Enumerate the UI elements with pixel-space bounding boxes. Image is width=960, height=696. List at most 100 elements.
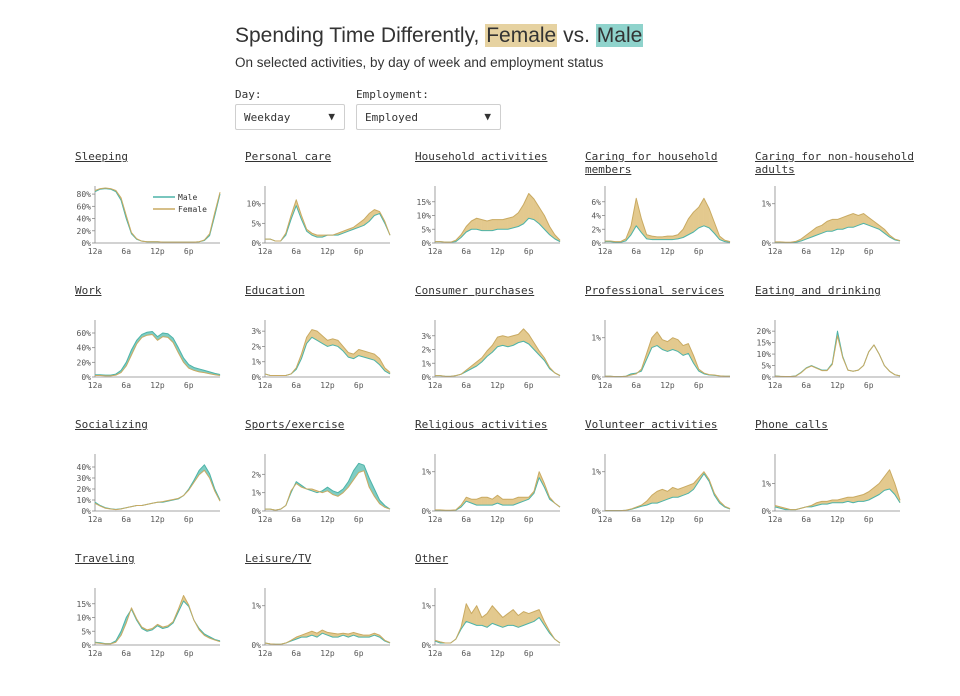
y-tick-label: 0% [251,641,261,650]
x-tick-label: 6a [801,381,811,390]
x-tick-label: 6a [291,515,301,524]
x-tick-label: 12p [150,381,165,390]
y-tick-label: 10% [247,200,262,209]
y-tick-label: 20% [77,485,92,494]
x-tick-label: 6a [461,649,471,658]
x-tick-label: 6p [184,515,194,524]
y-tick-label: 60% [77,329,92,338]
title-vs: vs. [563,24,590,47]
chart-title: Phone calls [755,418,828,431]
chart-title: Caring for non-household adults [755,150,914,176]
x-tick-label: 12a [88,381,103,390]
y-tick-label: 40% [77,215,92,224]
x-tick-label: 6a [121,247,131,256]
x-tick-label: 6p [184,247,194,256]
y-tick-label: 2% [251,470,261,479]
y-tick-label: 1% [761,200,771,209]
x-tick-label: 6a [121,515,131,524]
y-tick-label: 6% [591,198,601,207]
x-tick-label: 12a [598,381,613,390]
x-tick-label: 6a [291,649,301,658]
y-tick-label: 1% [251,358,261,367]
chart-title: Religious activities [415,418,548,431]
employment-select[interactable]: Employed ▼ [356,104,501,130]
female-excess-band [656,331,663,350]
chart-title: Other [415,552,449,565]
y-tick-label: 1% [421,468,431,477]
chart-panel-phone-calls: Phone calls 0% 1% 12a 6a 12p 6p [755,418,925,542]
x-tick-label: 12a [258,247,273,256]
y-tick-label: 0% [421,373,431,382]
x-tick-label: 6p [524,247,534,256]
chart-svg: 0% 5% 10% 12a 6a 12p 6p [247,186,391,256]
chart-panel-professional-services: Professional services 0% 1% 12a 6a 12p 6p [585,284,755,408]
y-tick-label: 0% [81,507,91,516]
y-tick-label: 15% [77,600,92,609]
male-excess-band [353,462,359,481]
y-tick-label: 0% [81,373,91,382]
chart-panel-sleeping: Sleeping 0% 20% 40% 60% 80% 12a 6a 12p 6p Male Fema… [75,150,245,274]
chart-panel-traveling: Traveling 0% 5% 10% 15% 12a 6a 12p 6p [75,552,245,676]
y-tick-label: 2% [421,346,431,355]
chart-panel-education: Education 0% 1% 2% 3% 12a 6a 12p 6p [245,284,415,408]
title-prefix: Spending Time Differently, [235,24,480,47]
x-tick-label: 6p [524,649,534,658]
y-tick-label: 0% [251,373,261,382]
y-tick-label: 60% [77,202,92,211]
male-series-line [94,600,221,645]
day-select-value: Weekday [244,111,291,124]
x-tick-label: 6a [121,649,131,658]
x-tick-label: 12p [150,515,165,524]
x-tick-label: 6p [354,381,364,390]
chart-title: Socializing [75,418,148,431]
x-tick-label: 12p [830,381,845,390]
y-tick-label: 5% [251,219,261,228]
chart-title: Consumer purchases [415,284,535,297]
female-series-line [94,187,221,243]
chart-svg: 0% 1% 12a 6a 12p 6p [591,320,730,390]
x-tick-label: 12p [830,515,845,524]
chevron-down-icon: ▼ [328,110,335,123]
chart-svg: 0% 1% 12a 6a 12p 6p [421,454,561,524]
y-tick-label: 2% [591,225,601,234]
x-tick-label: 6a [291,381,301,390]
y-tick-label: 0% [81,239,91,248]
chart-svg: 0% 10% 20% 30% 40% 12a 6a 12p 6p [77,454,221,524]
chart-svg: 0% 5% 10% 15% 20% 12a 6a 12p 6p [757,320,901,390]
y-tick-label: 10% [77,614,92,623]
x-tick-label: 12a [88,247,103,256]
x-tick-label: 12p [830,247,845,256]
page-title: Spending Time Differently, Female vs. Ma… [235,24,644,48]
female-excess-band [667,235,673,240]
chart-svg: 0% 1% 12a 6a 12p 6p [421,588,561,658]
female-series-line [264,629,391,645]
chart-svg: 0% 2% 4% 6% 12a 6a 12p 6p [591,186,731,256]
x-tick-label: 6a [461,515,471,524]
female-series-line [605,471,731,512]
y-tick-label: 0% [251,239,261,248]
x-tick-label: 12p [320,381,335,390]
day-select[interactable]: Weekday ▼ [235,104,345,130]
x-tick-label: 6p [864,381,874,390]
chart-svg: 0% 1% 2% 3% 12a 6a 12p 6p [251,320,391,390]
chart-title: Household activities [415,150,548,163]
female-series-line [265,199,391,242]
y-tick-label: 0% [591,373,601,382]
x-tick-label: 12a [258,649,273,658]
x-tick-label: 6a [461,381,471,390]
x-tick-label: 12a [88,515,103,524]
y-tick-label: 1% [591,468,601,477]
x-tick-label: 12p [320,515,335,524]
page-subtitle: On selected activities, by day of week a… [235,55,604,70]
female-series-line [775,213,901,243]
chart-panel-volunteer-activities: Volunteer activities 0% 1% 12a 6a 12p 6p [585,418,755,542]
y-tick-label: 1% [421,602,431,611]
female-series-line [774,335,901,378]
female-excess-band [481,497,488,506]
legend-female-label: Female [178,205,207,214]
chart-panel-caring-for-non-household-adults: Caring for non-household adults 0% 1% 12a 6a… [755,150,925,274]
female-excess-band [502,499,509,506]
y-tick-label: 20% [77,227,92,236]
x-tick-label: 6a [461,247,471,256]
y-tick-label: 1% [761,480,771,489]
